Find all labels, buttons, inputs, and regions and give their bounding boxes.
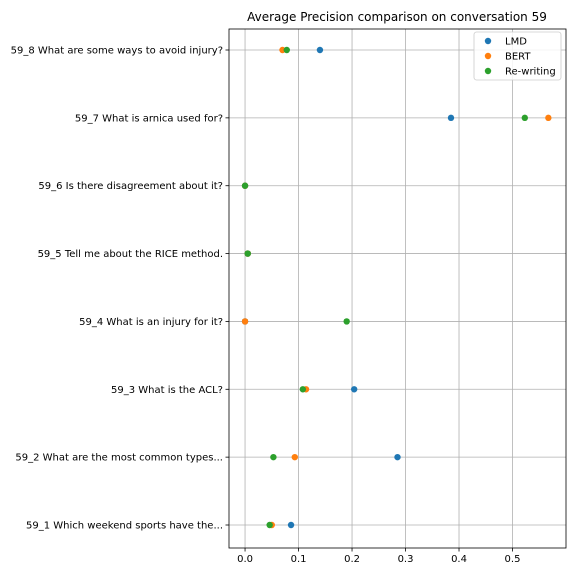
point-lmd xyxy=(350,386,358,393)
point-bert xyxy=(545,114,552,122)
point-lmd xyxy=(394,453,401,461)
legend-marker xyxy=(484,52,492,60)
y-tick-label: 59_8 What are some ways to avoid injury? xyxy=(11,46,223,57)
y-tick-label: 59_6 Is there disagreement about it? xyxy=(38,181,223,192)
grid xyxy=(229,29,566,548)
y-tick-label: 59_5 Tell me about the RICE method. xyxy=(38,249,223,260)
x-tick-label: 0.0 xyxy=(237,554,253,565)
legend-label: Re-writing xyxy=(505,67,556,78)
legend-marker xyxy=(484,67,492,75)
legend-marker xyxy=(484,37,492,45)
y-tick-label: 59_2 What are the most common types... xyxy=(15,453,223,464)
x-tick-label: 0.5 xyxy=(505,554,521,565)
data-points xyxy=(241,46,552,529)
point-lmd xyxy=(447,114,455,122)
x-tick-label: 0.3 xyxy=(398,554,414,565)
legend-label: LMD xyxy=(505,37,527,48)
x-axis-ticks: 0.0 0.1 0.2 0.3 0.4 0.5 xyxy=(237,548,520,565)
point-lmd xyxy=(316,46,324,54)
point-re-writing xyxy=(244,250,251,257)
point-re-writing xyxy=(266,521,273,529)
plot-frame xyxy=(228,28,567,549)
point-bert xyxy=(291,453,298,461)
y-tick-label: 59_3 What is the ACL? xyxy=(111,385,223,396)
point-re-writing xyxy=(343,318,350,325)
point-lmd xyxy=(287,521,295,529)
legend-label: BERT xyxy=(505,52,531,63)
y-axis-ticks: 59_1 Which weekend sports have the... 59_… xyxy=(11,46,229,532)
y-tick-label: 59_4 What is an injury for it? xyxy=(79,317,223,328)
chart-title: Average Precision comparison on conversa… xyxy=(247,10,547,24)
point-re-writing xyxy=(521,114,529,122)
x-tick-label: 0.4 xyxy=(451,554,467,565)
y-tick-label: 59_7 What is arnica used for? xyxy=(75,113,223,124)
x-tick-label: 0.1 xyxy=(291,554,307,565)
point-re-writing xyxy=(241,182,249,189)
y-tick-label: 59_1 Which weekend sports have the... xyxy=(26,521,223,532)
legend: LMD BERT Re-writing xyxy=(473,31,562,81)
point-re-writing xyxy=(299,386,307,393)
point-bert xyxy=(241,318,249,325)
point-re-writing xyxy=(270,453,277,461)
x-tick-label: 0.2 xyxy=(344,554,360,565)
legend-box xyxy=(473,31,562,81)
point-re-writing xyxy=(283,46,290,54)
